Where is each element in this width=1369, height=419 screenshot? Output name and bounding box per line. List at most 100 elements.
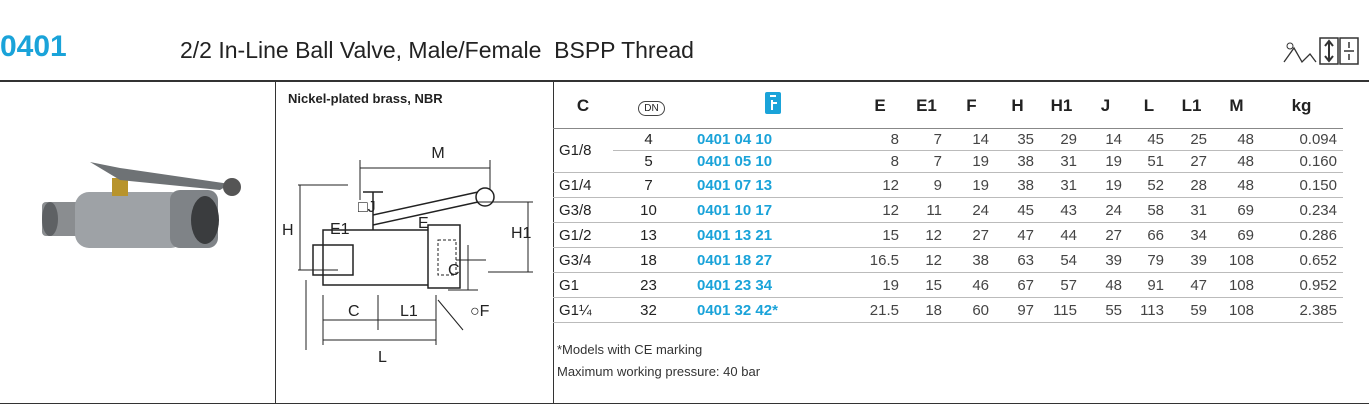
- value-cell: 48: [1213, 172, 1260, 198]
- value-cell: 9: [905, 172, 948, 198]
- table-row: G3/8 10 0401 10 17 12 11 24 45 43 24 58 31 69 0.234: [553, 197, 1343, 223]
- value-cell: 45: [1128, 128, 1170, 151]
- dn-cell: 4: [613, 128, 690, 151]
- dimension-table: C DN E E1 F H H1 J L L1 M kg G1/8 4 0401 0…: [553, 83, 1343, 323]
- value-cell: 38: [948, 247, 995, 273]
- part-number: 0401 32 42*: [690, 297, 855, 323]
- table-row: G1 23 0401 23 34 19 15 46 67 57 48 91 47 108 0.952: [553, 272, 1343, 298]
- value-cell: 34: [1170, 222, 1213, 248]
- product-code: 0401: [0, 30, 67, 63]
- value-cell: 67: [995, 272, 1040, 298]
- value-cell: 60: [948, 297, 995, 323]
- value-cell: 108: [1213, 272, 1260, 298]
- dim-label: ○F: [470, 303, 490, 320]
- value-cell: 19: [948, 172, 995, 198]
- column-header: C: [553, 83, 613, 129]
- column-header: [690, 83, 855, 129]
- thread-cell: G3/8: [553, 197, 613, 223]
- part-number: 0401 13 21: [690, 222, 855, 248]
- value-cell: 12: [855, 197, 905, 223]
- table-body: G1/8 4 0401 04 10 8 7 14 35 29 14 45 25 48 0.094 5 040…: [553, 128, 1343, 323]
- value-cell: 97: [995, 297, 1040, 323]
- value-cell: 0.094: [1260, 128, 1343, 151]
- product-title: 2/2 In-Line Ball Valve, Male/Female BSPP…: [180, 37, 694, 63]
- column-header: H1: [1040, 83, 1083, 129]
- value-cell: 51: [1128, 150, 1170, 173]
- value-cell: 54: [1040, 247, 1083, 273]
- value-cell: 47: [995, 222, 1040, 248]
- value-cell: 31: [1040, 172, 1083, 198]
- thread-cell: G1/4: [553, 172, 613, 198]
- value-cell: 39: [1170, 247, 1213, 273]
- value-cell: 38: [995, 172, 1040, 198]
- value-cell: 31: [1170, 197, 1213, 223]
- value-cell: 39: [1083, 247, 1128, 273]
- dn-icon: DN: [638, 100, 665, 116]
- value-cell: 19: [1083, 150, 1128, 173]
- value-cell: 28: [1170, 172, 1213, 198]
- value-cell: 45: [995, 197, 1040, 223]
- value-cell: 57: [1040, 272, 1083, 298]
- dn-cell: 23: [613, 272, 690, 298]
- bottom-rule: [0, 403, 1369, 404]
- value-cell: 46: [948, 272, 995, 298]
- value-cell: 79: [1128, 247, 1170, 273]
- value-cell: 19: [1083, 172, 1128, 198]
- value-cell: 108: [1213, 247, 1260, 273]
- value-cell: 0.952: [1260, 272, 1343, 298]
- value-cell: 27: [1170, 150, 1213, 173]
- table-row: G1/2 13 0401 13 21 15 12 27 47 44 27 66 34 69 0.286: [553, 222, 1343, 248]
- value-cell: 47: [1170, 272, 1213, 298]
- value-cell: 91: [1128, 272, 1170, 298]
- dim-label: M: [431, 145, 444, 162]
- value-cell: 2.385: [1260, 297, 1343, 323]
- value-cell: 15: [855, 222, 905, 248]
- thread-cell: G1¼: [553, 297, 613, 323]
- table-row: G1/4 7 0401 07 13 12 9 19 38 31 19 52 28 48 0.150: [553, 172, 1343, 198]
- dim-label: □J: [358, 199, 376, 216]
- dim-label: L: [378, 349, 387, 366]
- thread-cell: G1/8: [553, 128, 613, 173]
- dn-cell: 13: [613, 222, 690, 248]
- dim-label: H: [282, 222, 294, 239]
- value-cell: 8: [855, 128, 905, 151]
- dim-label: E1: [330, 221, 350, 238]
- value-cell: 14: [948, 128, 995, 151]
- value-cell: 31: [1040, 150, 1083, 173]
- dn-cell: 7: [613, 172, 690, 198]
- value-cell: 66: [1128, 222, 1170, 248]
- product-photo: [42, 162, 241, 248]
- table-row: G1/8 4 0401 04 10 8 7 14 35 29 14 45 25 48 0.094: [553, 128, 1343, 173]
- dim-label: C: [448, 262, 460, 279]
- dn-cell: 32: [613, 297, 690, 323]
- value-cell: 14: [1083, 128, 1128, 151]
- part-number: 0401 07 13: [690, 172, 855, 198]
- column-header: E: [855, 83, 905, 129]
- material: Nickel-plated brass, NBR: [288, 91, 443, 106]
- value-cell: 25: [1170, 128, 1213, 151]
- value-cell: 29: [1040, 128, 1083, 151]
- value-cell: 35: [995, 128, 1040, 151]
- value-cell: 43: [1040, 197, 1083, 223]
- value-cell: 0.150: [1260, 172, 1343, 198]
- dim-label: L1: [400, 303, 418, 320]
- value-cell: 7: [905, 128, 948, 151]
- column-header: M: [1213, 83, 1260, 129]
- value-cell: 24: [948, 197, 995, 223]
- column-header: J: [1083, 83, 1128, 129]
- divider: [275, 82, 276, 403]
- value-cell: 0.234: [1260, 197, 1343, 223]
- value-cell: 55: [1083, 297, 1128, 323]
- dn-cell: 18: [613, 247, 690, 273]
- value-cell: 27: [948, 222, 995, 248]
- feature-icons: [1283, 37, 1359, 65]
- value-cell: 18: [905, 297, 948, 323]
- value-cell: 44: [1040, 222, 1083, 248]
- part-number: 0401 05 10: [690, 150, 855, 173]
- value-cell: 38: [995, 150, 1040, 173]
- value-cell: 108: [1213, 297, 1260, 323]
- value-cell: 115: [1040, 297, 1083, 323]
- value-cell: 59: [1170, 297, 1213, 323]
- part-number: 0401 04 10: [690, 128, 855, 151]
